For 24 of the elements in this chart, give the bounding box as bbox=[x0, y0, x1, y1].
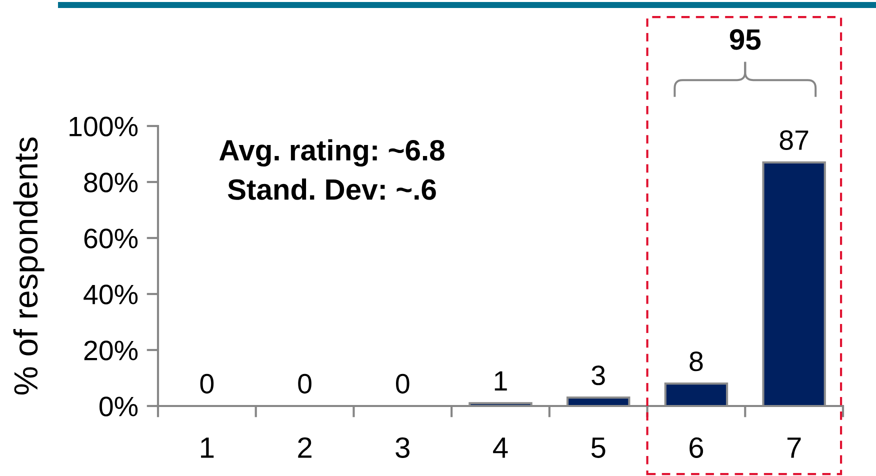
annotation: Stand. Dev: ~.6 bbox=[228, 178, 436, 200]
data-label: 87 bbox=[780, 130, 808, 150]
y-tick-label: 20% bbox=[84, 340, 138, 360]
x-tick-label: 6 bbox=[690, 437, 704, 458]
x-tick-label: 3 bbox=[396, 437, 410, 458]
data-label: 1 bbox=[494, 371, 507, 390]
y-tick-label: 40% bbox=[84, 284, 138, 304]
y-axis-title: % of respondents bbox=[13, 137, 44, 395]
x-tick-label: 2 bbox=[298, 437, 312, 458]
x-tick-label: 1 bbox=[201, 438, 214, 458]
y-tick-label: 80% bbox=[84, 172, 138, 192]
data-label: 8 bbox=[690, 351, 703, 372]
data-label: 3 bbox=[592, 365, 605, 386]
data-label: 0 bbox=[200, 374, 214, 394]
x-tick-label: 5 bbox=[591, 438, 606, 458]
annotation: Avg. rating: ~6.8 bbox=[219, 139, 444, 167]
y-tick-label: 100% bbox=[70, 116, 138, 136]
y-tick-label: 60% bbox=[84, 228, 138, 248]
x-tick-label: 4 bbox=[493, 438, 508, 458]
y-tick-label: 0% bbox=[99, 396, 138, 416]
data-label: 0 bbox=[298, 374, 312, 394]
data-label: 0 bbox=[396, 374, 410, 394]
x-tick-label: 7 bbox=[787, 438, 801, 458]
text: 95 bbox=[730, 29, 761, 50]
